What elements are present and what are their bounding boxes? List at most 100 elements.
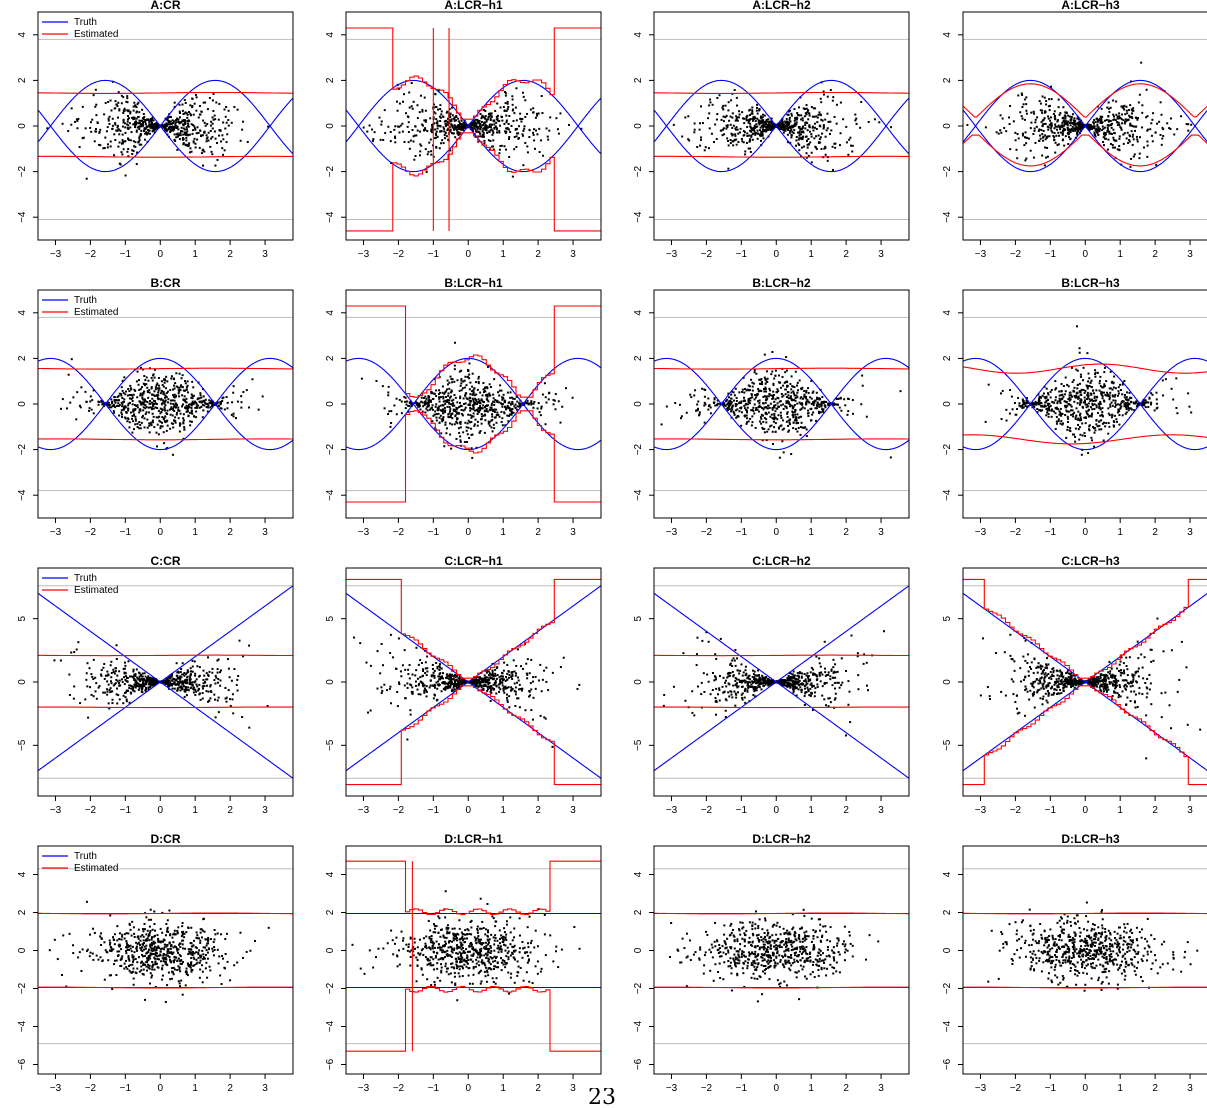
data-point: [112, 404, 115, 407]
data-point: [458, 120, 461, 123]
data-point: [437, 405, 440, 408]
data-point: [469, 414, 472, 417]
data-point: [211, 403, 214, 406]
data-point: [796, 430, 799, 433]
data-point: [170, 422, 173, 425]
data-point: [781, 440, 784, 443]
data-point: [200, 134, 203, 137]
data-point: [1102, 136, 1105, 139]
data-point: [997, 132, 1000, 135]
data-point: [785, 407, 788, 410]
data-point: [890, 126, 893, 129]
data-point: [1052, 410, 1055, 413]
data-point: [438, 400, 441, 403]
truth-curve: [654, 357, 909, 451]
data-point: [807, 143, 810, 146]
data-point: [440, 130, 443, 133]
data-point: [474, 135, 477, 138]
data-point: [143, 384, 146, 387]
data-point: [469, 409, 472, 412]
x-tick-label: 2: [1152, 249, 1158, 260]
data-point: [135, 106, 138, 109]
data-point: [1096, 132, 1099, 135]
data-point: [766, 377, 769, 380]
data-point: [1037, 399, 1040, 402]
data-point: [1059, 422, 1062, 425]
data-point: [210, 150, 213, 153]
data-point: [483, 410, 486, 413]
data-point: [834, 142, 837, 145]
data-point: [790, 112, 793, 115]
data-point: [1016, 157, 1019, 160]
data-point: [494, 109, 497, 112]
data-point: [120, 411, 123, 414]
data-point: [395, 413, 398, 416]
data-point: [449, 120, 452, 123]
data-point: [1081, 405, 1084, 408]
data-point: [1099, 400, 1102, 403]
data-point: [232, 412, 235, 415]
data-point: [491, 410, 494, 413]
data-point: [1093, 427, 1096, 430]
data-point: [156, 445, 159, 448]
y-tick-label: 4: [633, 310, 644, 316]
data-point: [1062, 119, 1065, 122]
data-point: [128, 426, 131, 429]
data-point: [761, 113, 764, 116]
data-point: [460, 409, 463, 412]
data-point: [1017, 397, 1020, 400]
data-point: [183, 131, 186, 134]
data-point: [147, 132, 150, 135]
data-point: [152, 415, 155, 418]
data-point: [172, 129, 175, 132]
data-point: [762, 119, 765, 122]
data-point: [1029, 149, 1032, 152]
data-point: [723, 402, 726, 405]
data-point: [175, 125, 178, 128]
data-point: [460, 389, 463, 392]
data-point: [149, 126, 152, 129]
data-point: [118, 141, 121, 144]
data-point: [547, 138, 550, 141]
data-point: [1102, 439, 1105, 442]
data-point: [393, 404, 396, 407]
data-point: [407, 404, 410, 407]
data-point: [444, 423, 447, 426]
plot-frame: [653, 289, 910, 519]
data-point: [407, 141, 410, 144]
data-point: [191, 380, 194, 383]
data-point: [165, 429, 168, 432]
data-point: [505, 109, 508, 112]
data-point: [161, 125, 164, 128]
data-point: [192, 394, 195, 397]
data-point: [464, 121, 467, 124]
panel-title: A:LCR−h2: [752, 0, 811, 12]
data-point: [192, 386, 195, 389]
data-point: [477, 382, 480, 385]
data-point: [806, 129, 809, 132]
data-point: [424, 411, 427, 414]
data-point: [143, 403, 146, 406]
data-point: [722, 127, 725, 130]
data-point: [1132, 125, 1135, 128]
data-point: [792, 405, 795, 408]
data-point: [513, 112, 516, 115]
data-point: [522, 164, 525, 167]
data-point: [445, 125, 448, 128]
data-point: [745, 422, 748, 425]
data-point: [1131, 143, 1134, 146]
data-point: [1103, 137, 1106, 140]
data-point: [491, 418, 494, 421]
data-point: [1047, 117, 1050, 120]
data-point: [1138, 136, 1141, 139]
data-point: [121, 125, 124, 128]
data-point: [795, 394, 798, 397]
data-point: [463, 379, 466, 382]
data-point: [806, 139, 809, 142]
data-point: [152, 399, 155, 402]
data-point: [120, 102, 123, 105]
data-point: [131, 149, 134, 152]
data-point: [731, 408, 734, 411]
data-point: [865, 415, 868, 418]
data-point: [735, 126, 738, 129]
